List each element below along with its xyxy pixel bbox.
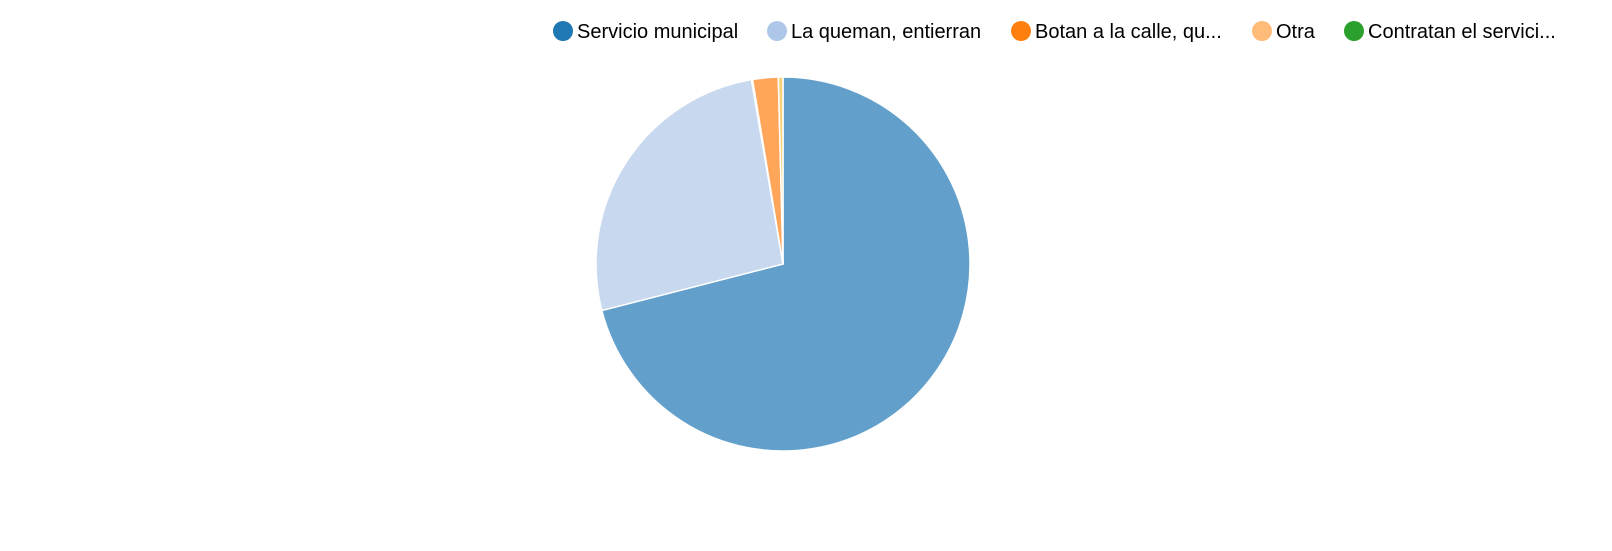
pie-slice-la-queman-entierran[interactable] bbox=[595, 78, 784, 312]
legend-swatch-contratan-el-servicio bbox=[1344, 21, 1364, 41]
legend-item-otra[interactable]: Otra bbox=[1252, 21, 1316, 43]
legend-label-contratan-el-servicio: Contratan el servici... bbox=[1368, 21, 1556, 43]
legend-swatch-la-queman bbox=[767, 21, 787, 41]
legend-swatch-servicio-municipal bbox=[553, 21, 573, 41]
pie-slices bbox=[595, 76, 971, 452]
legend-label-botan-a-la-calle: Botan a la calle, qu... bbox=[1035, 21, 1222, 43]
legend-label-servicio-municipal: Servicio municipal bbox=[577, 21, 738, 43]
legend-label-otra: Otra bbox=[1276, 21, 1316, 43]
legend-label-la-queman: La queman, entierran bbox=[791, 21, 981, 43]
chart-legend: Servicio municipal La queman, entierran … bbox=[553, 21, 1556, 43]
legend-swatch-botan-a-la-calle bbox=[1011, 21, 1031, 41]
pie-slice-servicio-municipal[interactable] bbox=[600, 76, 971, 452]
legend-swatch-otra bbox=[1252, 21, 1272, 41]
legend-item-botan-a-la-calle[interactable]: Botan a la calle, qu... bbox=[1011, 21, 1222, 43]
legend-item-la-queman[interactable]: La queman, entierran bbox=[767, 21, 981, 43]
pie-slice-contratan-el-servici[interactable] bbox=[777, 76, 784, 265]
legend-item-servicio-municipal[interactable]: Servicio municipal bbox=[553, 21, 738, 43]
legend-item-contratan-el-servicio[interactable]: Contratan el servici... bbox=[1344, 21, 1556, 43]
